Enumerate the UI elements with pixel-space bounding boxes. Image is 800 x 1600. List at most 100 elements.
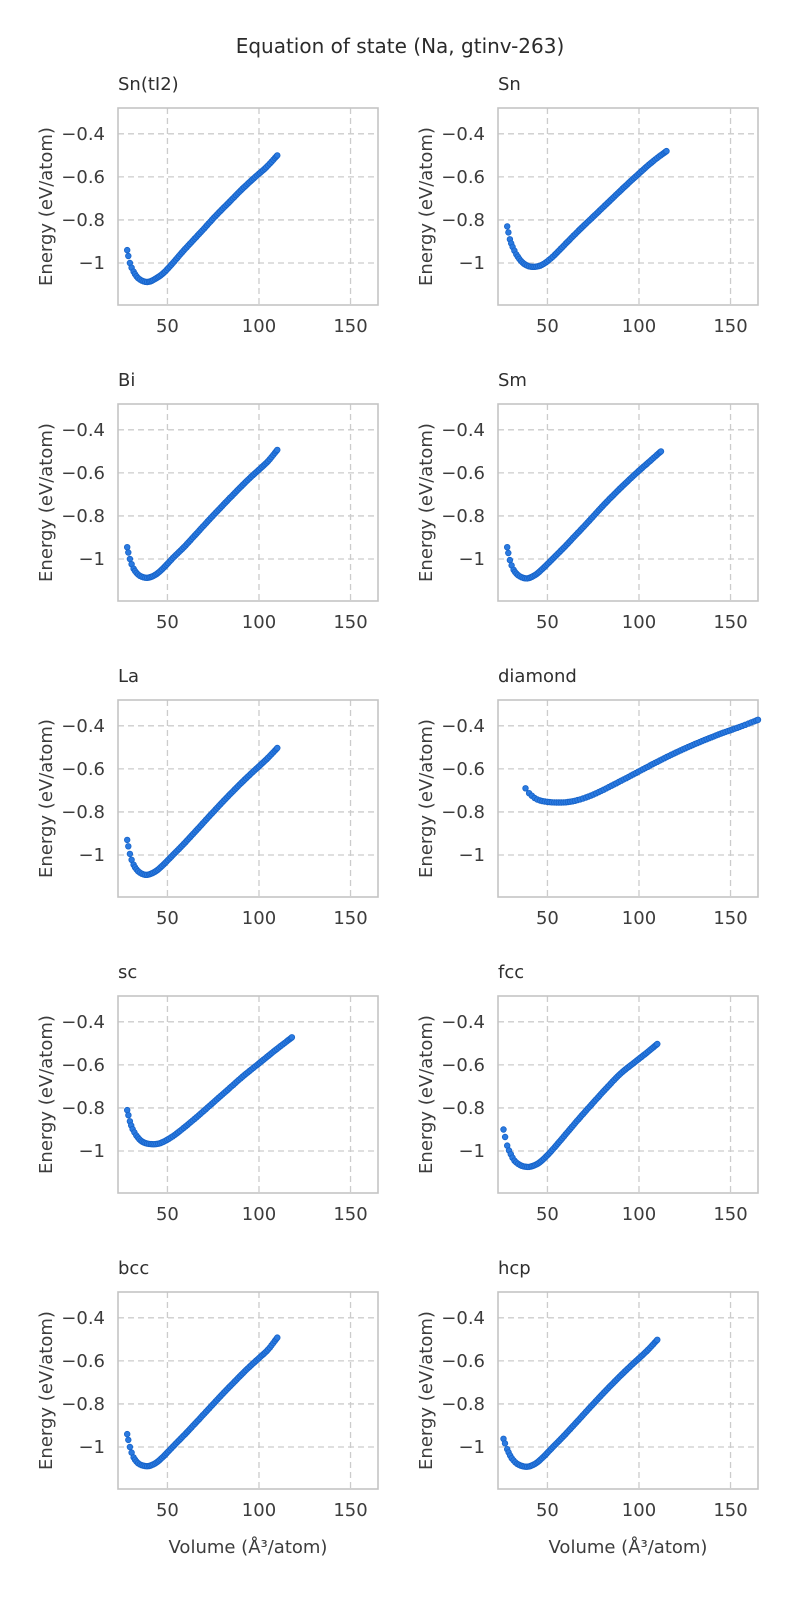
scatter-series bbox=[522, 716, 762, 806]
y-axis-label: Energy (eV/atom) bbox=[36, 719, 57, 878]
scatter-series bbox=[500, 1040, 661, 1171]
subplot-bcc: bcc −0.4 −0.6 −0.8 −1 50 100 150 Energy (eV/atom… bbox=[36, 1260, 379, 1558]
y-tick-label: −1 bbox=[458, 845, 485, 866]
y-tick-label: −0.6 bbox=[441, 463, 485, 484]
y-tick-label: −0.8 bbox=[61, 210, 105, 231]
scatter-series bbox=[123, 744, 281, 878]
subplot-title: Bi bbox=[118, 372, 135, 391]
y-tick-label: −0.4 bbox=[441, 1308, 485, 1329]
y-tick-label: −1 bbox=[78, 1437, 105, 1458]
x-tick-label: 150 bbox=[713, 1500, 747, 1521]
y-tick-label: −1 bbox=[78, 1141, 105, 1162]
y-tick-label: −0.8 bbox=[61, 802, 105, 823]
x-tick-labels: 50 100 150 bbox=[156, 1204, 368, 1225]
y-axis-label: Energy (eV/atom) bbox=[416, 1311, 437, 1470]
x-tick-label: 150 bbox=[333, 1500, 367, 1521]
y-axis-label: Energy (eV/atom) bbox=[416, 1015, 437, 1174]
y-tick-labels: −0.4 −0.6 −0.8 −1 bbox=[441, 124, 485, 274]
axes-frame bbox=[117, 1291, 379, 1490]
x-tick-label: 150 bbox=[333, 612, 367, 633]
x-axis-label: Volume (Å³/atom) bbox=[169, 1536, 328, 1558]
x-tick-label: 150 bbox=[713, 316, 747, 337]
y-tick-label: −0.4 bbox=[61, 124, 105, 145]
subplot-title: hcp bbox=[498, 1260, 531, 1279]
axes-frame bbox=[117, 403, 379, 602]
y-tick-label: −1 bbox=[78, 253, 105, 274]
y-tick-label: −1 bbox=[78, 549, 105, 570]
y-tick-label: −0.8 bbox=[441, 802, 485, 823]
y-tick-label: −0.8 bbox=[61, 1098, 105, 1119]
y-tick-labels: −0.4 −0.6 −0.8 −1 bbox=[441, 1012, 485, 1162]
x-tick-label: 100 bbox=[242, 1204, 276, 1225]
gridlines bbox=[118, 700, 378, 897]
subplot-fcc: fcc −0.4 −0.6 −0.8 −1 50 100 150 Energy (eV/atom… bbox=[416, 964, 759, 1225]
x-tick-label: 150 bbox=[333, 316, 367, 337]
x-tick-labels: 50 100 150 bbox=[536, 1204, 748, 1225]
y-tick-label: −0.6 bbox=[61, 759, 105, 780]
y-tick-label: −0.6 bbox=[61, 167, 105, 188]
axes-frame bbox=[497, 1291, 759, 1490]
subplot-la: La −0.4 −0.6 −0.8 −1 50 100 150 Energy (eV/atom) bbox=[36, 668, 379, 929]
y-tick-label: −0.8 bbox=[441, 1098, 485, 1119]
subplot-sc: sc −0.4 −0.6 −0.8 −1 50 100 150 Energy (eV/atom) bbox=[36, 964, 379, 1225]
y-axis-label: Energy (eV/atom) bbox=[36, 423, 57, 582]
y-tick-label: −0.4 bbox=[441, 420, 485, 441]
x-tick-labels: 50 100 150 bbox=[156, 612, 368, 633]
x-tick-label: 100 bbox=[622, 316, 656, 337]
scatter-series bbox=[500, 1336, 661, 1470]
x-tick-label: 100 bbox=[622, 908, 656, 929]
y-tick-label: −0.4 bbox=[441, 124, 485, 145]
x-tick-label: 50 bbox=[536, 316, 559, 337]
gridlines bbox=[498, 108, 758, 305]
x-tick-label: 50 bbox=[536, 908, 559, 929]
y-axis-label: Energy (eV/atom) bbox=[36, 127, 57, 286]
y-tick-label: −1 bbox=[78, 845, 105, 866]
x-axis-label: Volume (Å³/atom) bbox=[549, 1536, 708, 1558]
y-tick-labels: −0.4 −0.6 −0.8 −1 bbox=[61, 420, 105, 570]
x-tick-labels: 50 100 150 bbox=[536, 908, 748, 929]
gridlines bbox=[498, 996, 758, 1193]
y-axis-label: Energy (eV/atom) bbox=[416, 423, 437, 582]
y-tick-label: −0.4 bbox=[61, 1012, 105, 1033]
y-axis-label: Energy (eV/atom) bbox=[36, 1311, 57, 1470]
x-tick-label: 150 bbox=[713, 908, 747, 929]
y-tick-labels: −0.4 −0.6 −0.8 −1 bbox=[61, 1308, 105, 1458]
scatter-series bbox=[503, 448, 665, 582]
y-tick-labels: −0.4 −0.6 −0.8 −1 bbox=[441, 1308, 485, 1458]
y-tick-labels: −0.4 −0.6 −0.8 −1 bbox=[441, 420, 485, 570]
subplot-sm: Sm −0.4 −0.6 −0.8 −1 50 100 150 Energy (eV/atom) bbox=[416, 372, 759, 633]
axes-frame bbox=[497, 995, 759, 1194]
y-axis-label: Energy (eV/atom) bbox=[416, 127, 437, 286]
y-tick-label: −0.6 bbox=[441, 1351, 485, 1372]
x-tick-label: 100 bbox=[622, 1500, 656, 1521]
subplot-title: La bbox=[118, 668, 139, 687]
axes-frame bbox=[117, 995, 379, 1194]
x-tick-label: 100 bbox=[242, 316, 276, 337]
axes-frame bbox=[117, 107, 379, 306]
y-tick-label: −0.4 bbox=[61, 420, 105, 441]
x-tick-label: 100 bbox=[242, 908, 276, 929]
scatter-series bbox=[123, 1334, 281, 1470]
x-tick-label: 150 bbox=[713, 1204, 747, 1225]
scatter-series bbox=[503, 147, 670, 270]
gridlines bbox=[118, 996, 378, 1193]
subplot-title: sc bbox=[118, 964, 137, 983]
axes-frame bbox=[497, 107, 759, 306]
y-tick-label: −0.6 bbox=[441, 167, 485, 188]
scatter-series bbox=[123, 1034, 296, 1148]
x-tick-label: 50 bbox=[536, 1500, 559, 1521]
y-tick-labels: −0.4 −0.6 −0.8 −1 bbox=[61, 1012, 105, 1162]
subplot-grid: Sn(tI2) −0.4 −0.6 −0.8 −1 50 100 150 Energy (eV/… bbox=[0, 76, 800, 1568]
scatter-series bbox=[123, 152, 281, 286]
y-tick-label: −0.8 bbox=[441, 210, 485, 231]
subplot-sn-ti2: Sn(tI2) −0.4 −0.6 −0.8 −1 50 100 150 Energy (eV/… bbox=[36, 76, 379, 337]
x-tick-label: 50 bbox=[156, 1500, 179, 1521]
y-tick-label: −0.4 bbox=[441, 716, 485, 737]
axes-frame bbox=[117, 699, 379, 898]
y-tick-labels: −0.4 −0.6 −0.8 −1 bbox=[61, 124, 105, 274]
y-tick-label: −1 bbox=[458, 1437, 485, 1458]
subplot-title: fcc bbox=[498, 964, 524, 983]
subplot-diamond: diamond −0.4 −0.6 −0.8 −1 50 100 150 Energy (eV/… bbox=[416, 668, 762, 929]
x-tick-label: 50 bbox=[536, 612, 559, 633]
